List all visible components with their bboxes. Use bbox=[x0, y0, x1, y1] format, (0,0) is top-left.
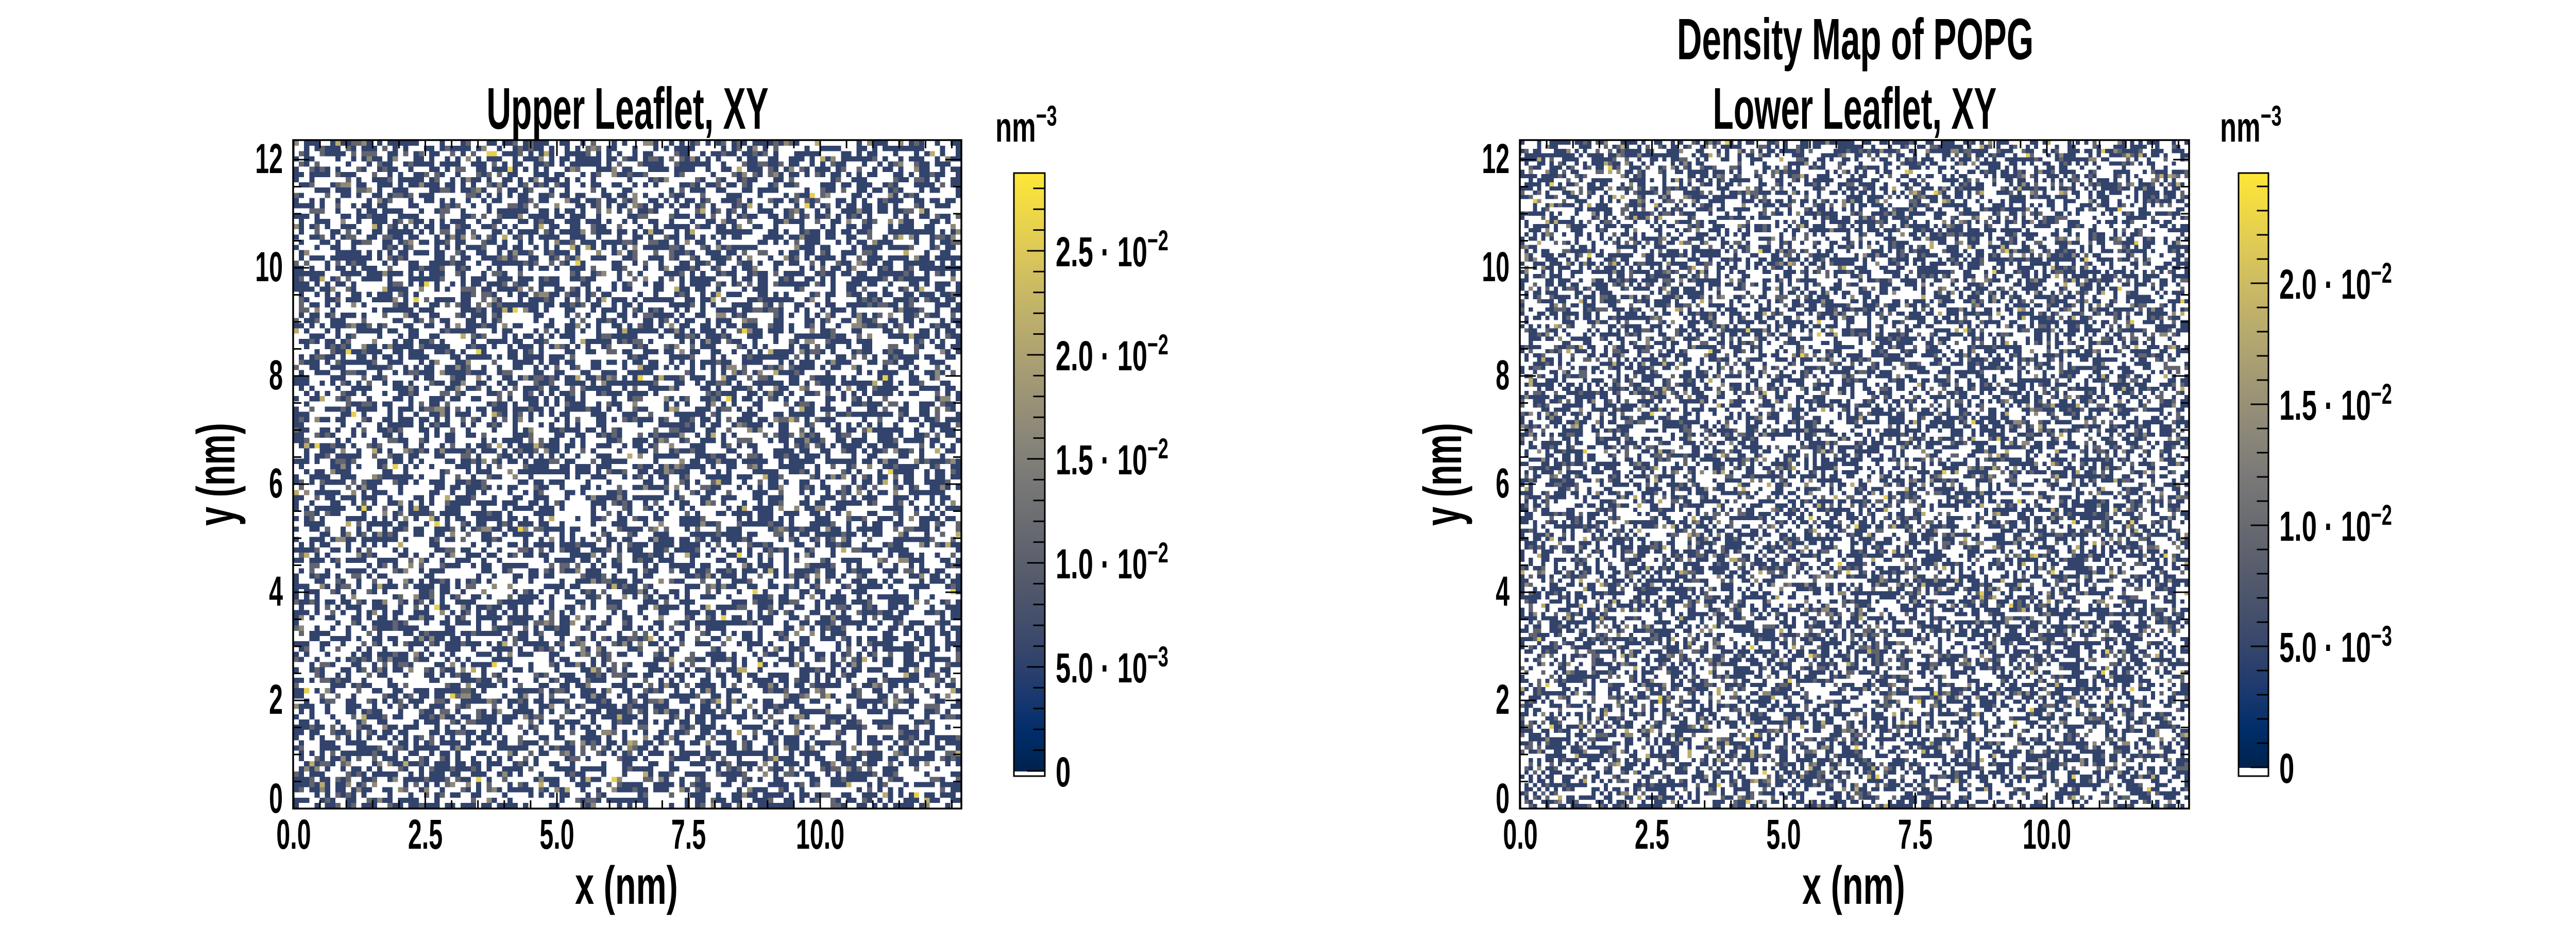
svg-text:10.0: 10.0 bbox=[796, 811, 844, 858]
svg-text:6: 6 bbox=[1496, 460, 1510, 507]
svg-text:8: 8 bbox=[269, 352, 283, 399]
svg-text:Density Map of POPG: Density Map of POPG bbox=[1677, 7, 2033, 72]
svg-text:7.5: 7.5 bbox=[1898, 811, 1933, 858]
svg-text:5.0 · 10−3: 5.0 · 10−3 bbox=[2279, 620, 2392, 671]
svg-text:2.0 · 10−2: 2.0 · 10−2 bbox=[1056, 328, 1168, 380]
svg-text:y (nm): y (nm) bbox=[186, 423, 246, 526]
svg-text:0: 0 bbox=[269, 775, 283, 822]
svg-text:2: 2 bbox=[269, 676, 283, 723]
svg-text:2: 2 bbox=[1496, 676, 1510, 723]
svg-text:1.5 · 10−2: 1.5 · 10−2 bbox=[2279, 377, 2392, 429]
svg-text:nm−3: nm−3 bbox=[995, 99, 1057, 151]
svg-text:12: 12 bbox=[255, 135, 283, 182]
svg-text:Lower Leaflet, XY: Lower Leaflet, XY bbox=[1713, 76, 1996, 141]
svg-text:12: 12 bbox=[1482, 135, 1510, 182]
svg-text:10: 10 bbox=[255, 244, 283, 290]
svg-text:0: 0 bbox=[1056, 748, 1071, 796]
svg-text:0.0: 0.0 bbox=[276, 811, 311, 858]
svg-text:0: 0 bbox=[2279, 745, 2294, 792]
svg-text:7.5: 7.5 bbox=[671, 811, 706, 858]
svg-text:5.0 · 10−3: 5.0 · 10−3 bbox=[1056, 640, 1168, 692]
svg-text:nm−3: nm−3 bbox=[2220, 99, 2282, 151]
svg-text:2.0 · 10−2: 2.0 · 10−2 bbox=[2279, 256, 2392, 308]
svg-text:8: 8 bbox=[1496, 352, 1510, 399]
svg-text:10.0: 10.0 bbox=[2023, 811, 2071, 858]
svg-text:x (nm): x (nm) bbox=[1802, 855, 1905, 916]
svg-text:y (nm): y (nm) bbox=[1413, 423, 1473, 526]
svg-text:2.5: 2.5 bbox=[1635, 811, 1669, 858]
svg-text:1.5 · 10−2: 1.5 · 10−2 bbox=[1056, 432, 1168, 484]
svg-text:x (nm): x (nm) bbox=[575, 855, 678, 916]
svg-text:0.0: 0.0 bbox=[1503, 811, 1537, 858]
svg-text:4: 4 bbox=[1496, 568, 1510, 615]
svg-text:2.5 · 10−2: 2.5 · 10−2 bbox=[1056, 224, 1168, 276]
svg-text:1.0 · 10−2: 1.0 · 10−2 bbox=[1056, 536, 1168, 588]
svg-text:5.0: 5.0 bbox=[539, 811, 574, 858]
svg-text:Upper Leaflet, XY: Upper Leaflet, XY bbox=[486, 76, 768, 141]
svg-text:5.0: 5.0 bbox=[1766, 811, 1801, 858]
svg-text:0: 0 bbox=[1496, 775, 1510, 822]
svg-text:6: 6 bbox=[269, 460, 283, 507]
svg-text:10: 10 bbox=[1482, 244, 1510, 290]
svg-text:2.5: 2.5 bbox=[408, 811, 443, 858]
svg-text:4: 4 bbox=[269, 568, 283, 615]
svg-text:1.0 · 10−2: 1.0 · 10−2 bbox=[2279, 499, 2392, 550]
